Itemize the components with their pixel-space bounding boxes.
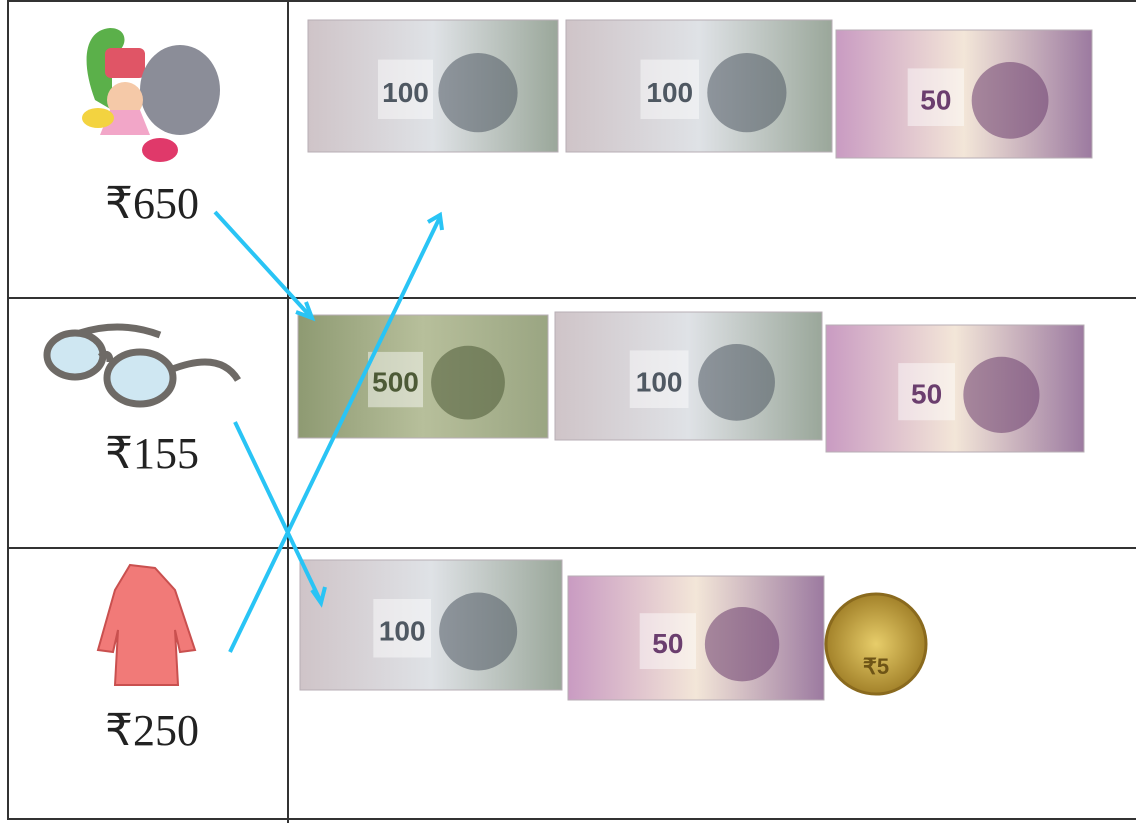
toys-icon bbox=[82, 28, 220, 162]
note-label: 100 bbox=[636, 366, 683, 397]
price: ₹155 bbox=[105, 429, 199, 478]
note: 500 bbox=[298, 315, 548, 438]
glasses-icon bbox=[47, 327, 238, 404]
coin: ₹5 bbox=[826, 594, 926, 694]
coin-label: ₹5 bbox=[863, 654, 889, 679]
note-label: 50 bbox=[920, 84, 951, 115]
note-portrait bbox=[972, 62, 1049, 139]
note-portrait bbox=[438, 53, 517, 132]
note-label: 50 bbox=[652, 628, 683, 659]
note-portrait bbox=[439, 593, 517, 671]
note-label: 100 bbox=[379, 616, 426, 647]
note-portrait bbox=[707, 53, 786, 132]
kurta-icon bbox=[98, 565, 195, 685]
note: 100 bbox=[308, 20, 558, 152]
note-portrait bbox=[431, 346, 505, 420]
note-label: 100 bbox=[646, 77, 693, 108]
note-label: 100 bbox=[382, 77, 429, 108]
note-label: 500 bbox=[372, 366, 419, 397]
note-portrait bbox=[705, 607, 779, 681]
worksheet: ₹650 100 100 50 ₹155 500 100 50 ₹250 100 50 ₹5 bbox=[0, 0, 1136, 823]
note: 100 bbox=[566, 20, 832, 152]
coin-body bbox=[826, 594, 926, 694]
note: 100 bbox=[555, 312, 822, 440]
note: 50 bbox=[826, 325, 1084, 452]
note-portrait bbox=[963, 357, 1039, 433]
note-label: 50 bbox=[911, 379, 942, 410]
price: ₹650 bbox=[105, 179, 199, 228]
price: ₹250 bbox=[105, 706, 199, 755]
note: 50 bbox=[836, 30, 1092, 158]
note: 50 bbox=[568, 576, 824, 700]
note-portrait bbox=[698, 344, 775, 421]
note: 100 bbox=[300, 560, 562, 690]
